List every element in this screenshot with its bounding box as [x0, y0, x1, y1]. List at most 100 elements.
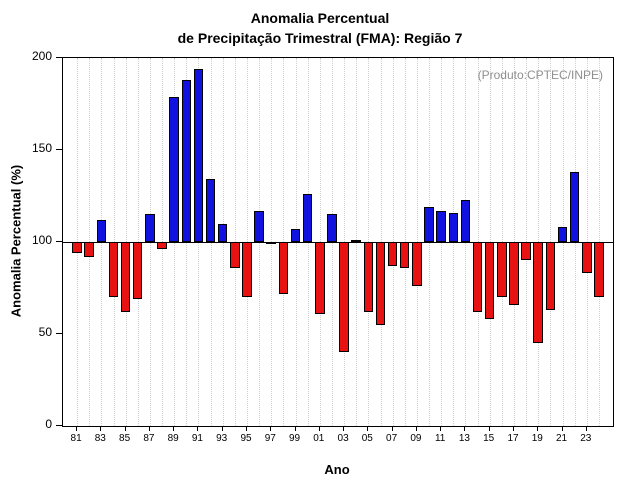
x-tick-mark-2011: [440, 426, 442, 431]
bar-2023: [582, 242, 592, 274]
bar-2002: [327, 214, 337, 242]
x-tick-mark-2021: [561, 426, 563, 431]
bar-1998: [278, 242, 289, 294]
x-tick-label-1999: 99: [288, 433, 301, 444]
x-tick-mark-1991: [197, 426, 199, 431]
bar-1990: [181, 80, 192, 242]
x-tick-mark-2013: [464, 426, 466, 431]
bar-2000: [302, 194, 313, 242]
bar-1995: [242, 242, 252, 298]
x-tick-mark-2007: [391, 426, 393, 431]
x-tick-mark-1985: [124, 426, 126, 431]
x-tick-mark-2001: [318, 426, 320, 431]
bar-1996: [254, 210, 264, 242]
bar-1984: [108, 242, 119, 298]
x-tick-mark-1995: [246, 426, 247, 431]
x-tick-label-1987: 87: [143, 433, 155, 444]
y-tick-mark-150: [56, 148, 62, 150]
bar-2005: [363, 242, 374, 312]
chart-title-line2: de Precipitação Trimestral (FMA): Região…: [177, 30, 463, 46]
x-tick-label-2017: 17: [507, 433, 519, 444]
bar-1994: [230, 242, 240, 268]
bar-2008: [399, 242, 410, 268]
x-tick-mark-1981: [76, 426, 78, 431]
x-tick-mark-2017: [513, 426, 514, 431]
chart-title-line1: Anomalia Percentual: [250, 10, 390, 26]
x-tick-mark-2015: [488, 426, 490, 431]
bar-1988: [157, 242, 167, 250]
bar-2006: [375, 242, 386, 325]
x-tick-label-1991: 91: [191, 433, 203, 444]
x-tick-mark-1989: [173, 426, 175, 431]
bar-2013: [460, 199, 471, 242]
y-tick-mark-100: [56, 240, 62, 242]
x-tick-label-1989: 89: [167, 433, 179, 444]
y-tick-mark-200: [56, 56, 62, 58]
x-tick-label-1997: 97: [264, 433, 276, 444]
x-tick-label-2023: 23: [580, 433, 592, 444]
bar-2012: [448, 212, 459, 242]
x-tick-mark-1999: [294, 426, 296, 431]
bar-2011: [436, 210, 446, 242]
x-tick-label-1993: 93: [216, 433, 228, 444]
x-tick-label-1981: 81: [70, 433, 82, 444]
bar-2009: [412, 242, 422, 287]
x-tick-label-1985: 85: [119, 433, 131, 444]
x-tick-mark-1997: [270, 426, 272, 431]
bar-1993: [217, 223, 228, 242]
x-tick-label-2015: 15: [483, 433, 495, 444]
y-tick-label-0: 0: [45, 417, 52, 431]
bar-1999: [290, 229, 301, 242]
bar-2020: [545, 242, 556, 311]
y-tick-label-200: 200: [31, 49, 52, 63]
x-tick-mark-2009: [415, 426, 417, 431]
x-tick-mark-2019: [537, 426, 539, 431]
x-tick-label-2003: 03: [337, 433, 349, 444]
bar-2007: [387, 242, 398, 266]
bar-1991: [193, 69, 204, 242]
x-axis-label: Ano: [324, 462, 350, 477]
bar-2017: [509, 242, 519, 305]
bar-1985: [120, 242, 131, 312]
bar-2003: [339, 242, 349, 353]
x-tick-label-2021: 21: [555, 433, 568, 444]
y-tick-label-100: 100: [31, 233, 52, 247]
y-tick-mark-50: [56, 332, 62, 334]
x-tick-mark-1993: [221, 426, 223, 431]
bar-2016: [497, 242, 507, 298]
x-tick-label-1995: 95: [240, 433, 252, 444]
x-tick-label-2001: 01: [313, 433, 325, 444]
x-tick-label-2009: 09: [410, 433, 422, 444]
x-tick-mark-1987: [148, 426, 150, 431]
bar-2004: [351, 240, 361, 243]
y-tick-mark-0: [56, 424, 62, 426]
x-tick-label-2013: 13: [458, 433, 470, 444]
x-tick-mark-2023: [585, 426, 587, 431]
bar-1989: [169, 96, 179, 242]
baseline-100: [63, 242, 613, 243]
x-tick-label-2007: 07: [386, 433, 398, 444]
bar-2024: [594, 242, 604, 298]
bar-1997: [266, 242, 276, 244]
bar-1987: [145, 214, 155, 242]
bar-2019: [533, 242, 543, 344]
bar-1982: [84, 242, 94, 257]
bar-2014: [472, 242, 483, 312]
plot-area: (Produto:CPTEC/INPE): [62, 57, 614, 427]
bar-1986: [132, 242, 143, 299]
chart-title: Anomalia Percentual de Precipitação Trim…: [0, 8, 640, 48]
x-tick-mark-1983: [100, 426, 102, 431]
bar-2021: [557, 227, 568, 242]
x-tick-label-2011: 11: [434, 433, 446, 444]
bar-1992: [205, 179, 216, 242]
x-tick-mark-2005: [367, 426, 369, 431]
x-tick-label-2019: 19: [531, 433, 543, 444]
bar-2018: [521, 242, 531, 261]
x-tick-label-1983: 83: [94, 433, 106, 444]
bar-2001: [315, 242, 325, 314]
bar-1983: [96, 219, 107, 242]
x-tick-label-2005: 05: [361, 433, 373, 444]
bar-2010: [424, 207, 434, 242]
bar-2015: [484, 242, 495, 320]
